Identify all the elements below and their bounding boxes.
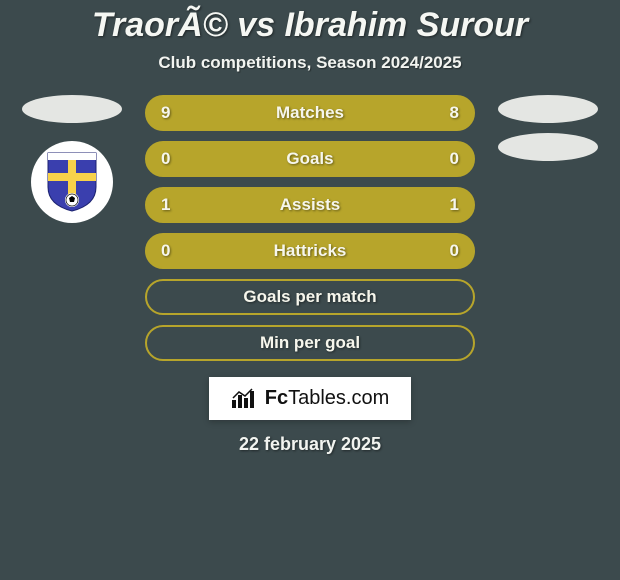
stat-label: Min per goal [260,333,360,353]
comparison-card: TraorÃ© vs Ibrahim Surour Club competiti… [0,0,620,580]
stat-label: Assists [280,195,340,215]
stat-bar: 1 Assists 1 [145,187,475,223]
stat-right-value: 8 [450,103,459,123]
stat-label: Goals per match [243,287,376,307]
club-badge [31,141,113,223]
player-avatar-placeholder [498,95,598,123]
stat-right-value: 0 [450,149,459,169]
brand-rest: Tables.com [288,387,389,409]
player-avatar-placeholder [498,133,598,161]
club-shield-icon [44,151,100,213]
stat-label: Matches [276,103,344,123]
stat-bar: Goals per match [145,279,475,315]
left-player-col [17,95,127,223]
brand-box[interactable]: FcTables.com [209,377,412,420]
stats-bars: 9 Matches 8 0 Goals 0 1 Assists 1 0 Hattricks 0 Goal… [145,95,475,361]
stat-bar: Min per goal [145,325,475,361]
stat-left-value: 1 [161,195,170,215]
player-avatar-placeholder [22,95,122,123]
main-row: 9 Matches 8 0 Goals 0 1 Assists 1 0 Hattricks 0 Goal… [0,95,620,361]
right-player-col [493,95,603,161]
stat-bar: 0 Hattricks 0 [145,233,475,269]
page-title: TraorÃ© vs Ibrahim Surour [92,6,528,45]
brand-text: FcTables.com [265,387,390,410]
stat-label: Goals [286,149,333,169]
stat-bar: 0 Goals 0 [145,141,475,177]
chart-icon [231,388,257,410]
stat-left-value: 9 [161,103,170,123]
brand-bold: Fc [265,387,288,409]
stat-left-value: 0 [161,241,170,261]
stat-label: Hattricks [274,241,347,261]
stat-left-value: 0 [161,149,170,169]
stat-right-value: 0 [450,241,459,261]
subtitle: Club competitions, Season 2024/2025 [158,53,461,73]
stat-right-value: 1 [450,195,459,215]
date-text: 22 february 2025 [239,434,381,455]
stat-bar: 9 Matches 8 [145,95,475,131]
